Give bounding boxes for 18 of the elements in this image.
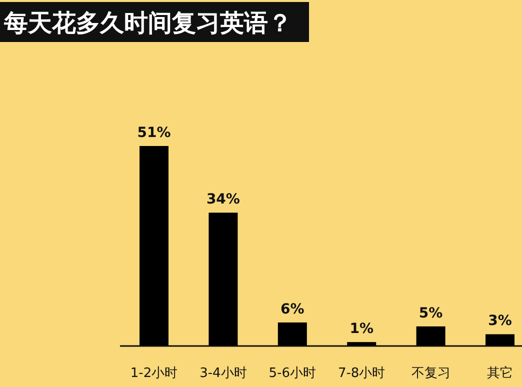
- data-label: 51%: [137, 125, 171, 141]
- data-label: 5%: [418, 305, 443, 322]
- bar: [278, 322, 307, 346]
- x-tick-label: 不复习: [411, 366, 450, 381]
- bar: [208, 212, 238, 346]
- bar: [416, 326, 446, 346]
- chart-title: 每天花多久时间复习英语？: [3, 9, 292, 37]
- data-label: 3%: [488, 313, 512, 330]
- data-label: 34%: [206, 192, 240, 208]
- data-label: 1%: [350, 321, 374, 338]
- x-tick-label: 5-6小时: [268, 366, 316, 381]
- x-tick-label: 7-8小时: [338, 366, 386, 381]
- x-tick-label: 1-2小时: [130, 366, 178, 381]
- bar: [486, 334, 514, 346]
- x-tick-label: 3-4小时: [200, 366, 247, 381]
- bar: [140, 146, 168, 346]
- data-label: 6%: [280, 301, 304, 318]
- x-tick-label: 其它: [487, 365, 513, 381]
